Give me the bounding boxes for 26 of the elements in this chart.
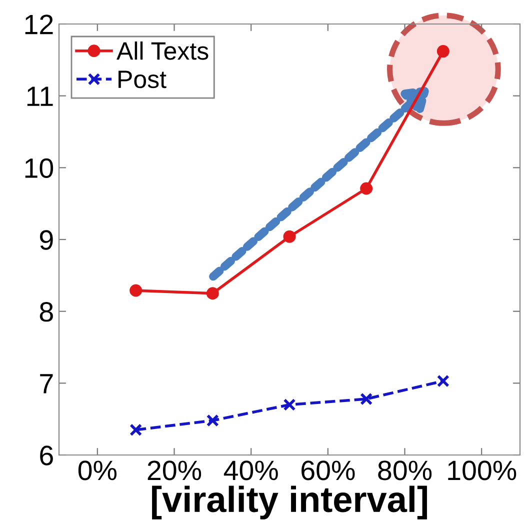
legend-label: Post — [118, 70, 166, 88]
x-tick-label: 0% — [78, 460, 116, 480]
x-tick-label: 20% — [148, 460, 202, 480]
y-tick-label: 7 — [40, 374, 53, 394]
point — [436, 45, 450, 58]
y-tick-label: 9 — [40, 230, 53, 250]
point — [206, 414, 219, 427]
x-tick-label: 100% — [448, 460, 516, 480]
point — [130, 424, 142, 436]
y-tick-label: 12 — [25, 14, 53, 34]
point — [360, 392, 373, 406]
point — [360, 182, 373, 195]
y-tick-label: 8 — [40, 302, 53, 322]
point — [206, 287, 219, 300]
point — [130, 284, 142, 297]
point — [283, 398, 296, 411]
x-axis-title: [virality interval] — [152, 486, 427, 520]
y-tick-label: 6 — [40, 446, 53, 466]
x-tick-label: 40% — [224, 460, 278, 480]
y-tick-label: 11 — [27, 86, 53, 106]
legend-label: All Texts — [116, 42, 208, 60]
y-tick-label: 10 — [25, 158, 54, 178]
point — [283, 230, 296, 243]
point — [436, 374, 450, 388]
x-tick-label: 80% — [378, 460, 432, 480]
x-tick-label: 60% — [302, 460, 355, 480]
